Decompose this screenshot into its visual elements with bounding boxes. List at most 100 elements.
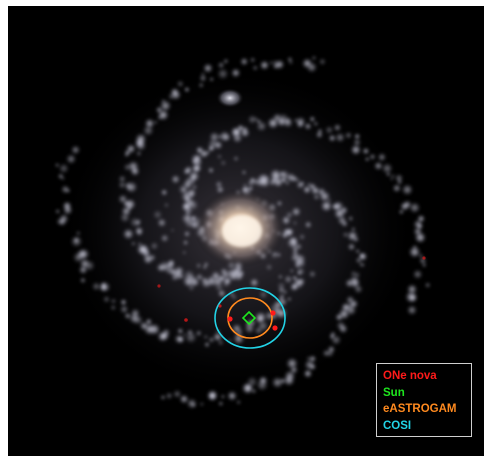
arm-clump (311, 55, 317, 61)
arm-clump (217, 61, 225, 69)
arm-clump (155, 106, 163, 114)
arm-clump (206, 389, 219, 401)
arm-clump (120, 298, 127, 306)
arm-clump (152, 209, 163, 220)
arm-clump (315, 130, 324, 139)
arm-clump (124, 312, 132, 320)
sun-marker (241, 310, 257, 326)
arm-clump (336, 320, 346, 331)
arm-clump (278, 296, 284, 302)
arm-clump (334, 132, 346, 143)
arm-clump (170, 87, 180, 97)
arm-clump (242, 183, 248, 188)
arm-clump (216, 153, 223, 160)
arm-clump (247, 114, 258, 125)
arm-clump (222, 279, 231, 289)
arm-clump (181, 201, 193, 213)
arm-clump (408, 293, 418, 303)
arm-clump (195, 262, 202, 269)
arm-clump (288, 59, 294, 65)
arm-clump (271, 376, 284, 389)
arm-clump (110, 304, 116, 311)
arm-clump (335, 313, 344, 322)
arm-clump (254, 326, 263, 335)
arm-clump (130, 308, 141, 319)
arm-clump (221, 269, 232, 280)
arm-clump (329, 333, 335, 340)
arm-clump (188, 284, 195, 292)
arm-clump (220, 394, 225, 399)
arm-clump (177, 327, 184, 335)
legend-item-eastrogam: eASTROGAM (383, 403, 457, 415)
legend-item-cosi: COSI (383, 419, 412, 432)
arm-clump (352, 138, 362, 147)
arm-clump (306, 61, 318, 74)
nova-marker (422, 256, 426, 260)
arm-clump (193, 154, 202, 162)
arm-clump (216, 67, 230, 80)
arm-clump (204, 341, 210, 348)
arm-clump (292, 220, 298, 226)
arm-clump (232, 332, 245, 345)
arm-clump (165, 392, 173, 400)
arm-clump (241, 169, 247, 175)
nova-marker (184, 318, 188, 322)
arm-clump (167, 258, 176, 267)
arm-clump (156, 217, 167, 228)
arm-clump (214, 180, 223, 189)
arm-clump (161, 98, 166, 104)
arm-clump (202, 264, 208, 270)
arm-clump (355, 248, 361, 254)
cosi-ring (214, 287, 286, 349)
nova-marker (218, 304, 222, 308)
arm-clump (364, 156, 370, 162)
arm-clump (172, 389, 182, 399)
arm-clump (276, 200, 283, 207)
arm-clump (333, 123, 342, 132)
arm-clump (328, 134, 337, 143)
arm-clump (256, 119, 262, 124)
arm-clump (318, 190, 331, 203)
arm-clump (344, 278, 355, 289)
arm-clump (57, 173, 64, 180)
arm-clump (296, 277, 306, 287)
arm-clump (144, 118, 156, 129)
arm-clump (209, 77, 214, 82)
arm-clump (416, 214, 426, 223)
nova-marker (157, 284, 161, 288)
arm-clump (236, 400, 241, 405)
arm-clump (353, 284, 364, 294)
arm-clump (398, 209, 404, 215)
arm-clump (58, 162, 70, 174)
arm-clump (401, 183, 414, 196)
arm-clump (241, 381, 255, 395)
arm-clump (408, 201, 421, 214)
arm-clump (223, 58, 229, 64)
arm-clump (160, 188, 168, 196)
arm-clump (424, 282, 431, 288)
arm-clump (350, 144, 362, 156)
arm-clump (182, 269, 196, 283)
arm-clump (394, 173, 404, 183)
arm-clump (272, 62, 280, 70)
arm-clump (295, 116, 307, 128)
arm-clump (389, 176, 394, 181)
arm-clump (134, 226, 144, 236)
arm-clump (182, 250, 187, 255)
nova-marker (270, 310, 276, 316)
legend-item-one-nova: ONe nova (383, 370, 437, 382)
arm-clump (287, 297, 292, 302)
arm-clump (269, 60, 274, 65)
galaxy-core (222, 215, 262, 247)
arm-clump (118, 174, 127, 183)
galaxy-clump (216, 88, 244, 108)
spiral-arms (55, 55, 431, 410)
galaxy-image: ONe nova Sun eASTROGAM COSI (8, 6, 484, 456)
arm-clump (174, 334, 185, 344)
nova-marker (272, 325, 278, 331)
arm-clump (344, 131, 353, 139)
arm-clump (303, 369, 313, 379)
arm-clump (208, 131, 221, 143)
nova-marker (227, 316, 233, 322)
arm-clump (218, 401, 224, 407)
